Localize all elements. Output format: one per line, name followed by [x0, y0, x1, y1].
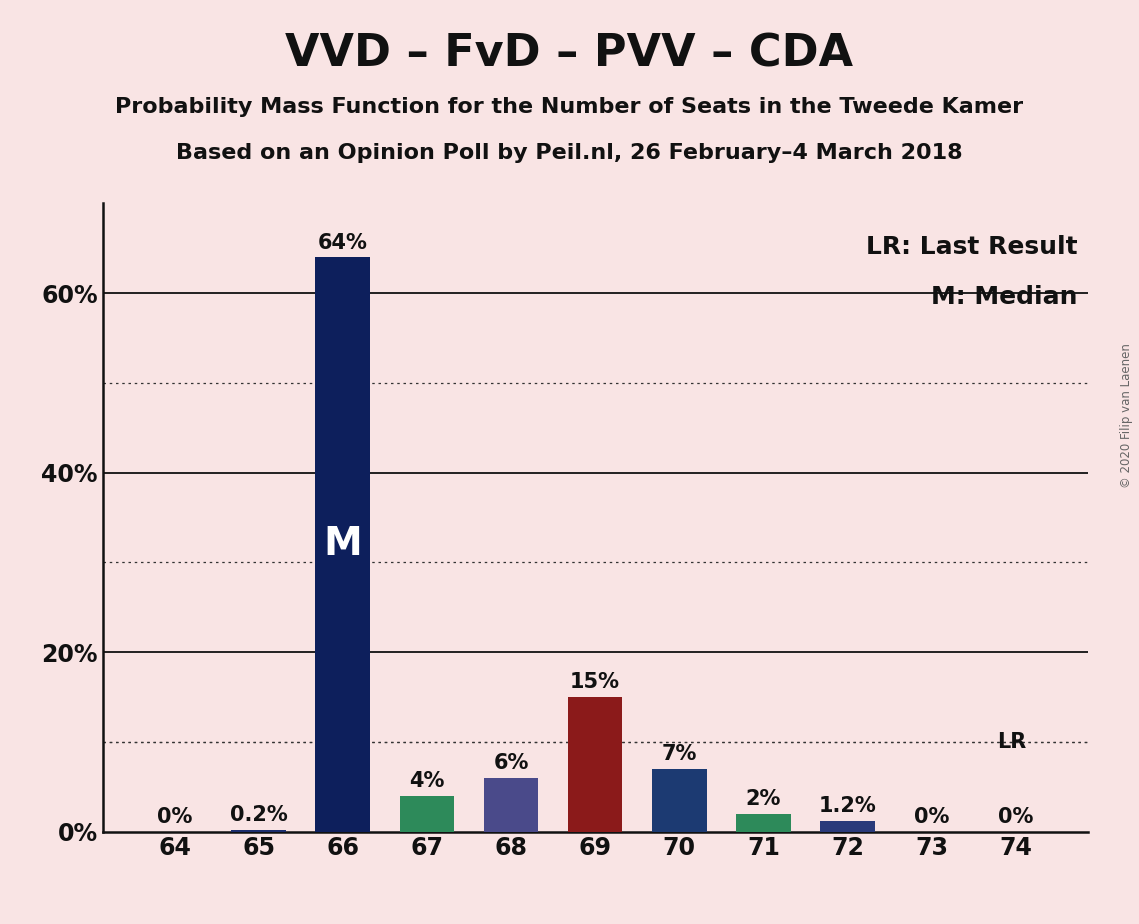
Bar: [652, 769, 706, 832]
Text: 2%: 2%: [746, 789, 781, 809]
Text: 6%: 6%: [493, 753, 528, 773]
Bar: [231, 830, 286, 832]
Text: 64%: 64%: [318, 233, 368, 252]
Text: 15%: 15%: [571, 673, 620, 692]
Text: 1.2%: 1.2%: [819, 796, 876, 816]
Bar: [736, 814, 790, 832]
Text: M: Median: M: Median: [932, 285, 1077, 309]
Text: 4%: 4%: [409, 772, 444, 791]
Bar: [568, 697, 622, 832]
Text: 7%: 7%: [662, 744, 697, 764]
Text: LR: Last Result: LR: Last Result: [867, 235, 1077, 259]
Bar: [316, 257, 370, 832]
Text: 0.2%: 0.2%: [230, 806, 288, 825]
Text: © 2020 Filip van Laenen: © 2020 Filip van Laenen: [1121, 344, 1133, 488]
Bar: [484, 778, 539, 832]
Text: Probability Mass Function for the Number of Seats in the Tweede Kamer: Probability Mass Function for the Number…: [115, 97, 1024, 117]
Text: M: M: [323, 526, 362, 564]
Text: 0%: 0%: [913, 807, 949, 827]
Text: Based on an Opinion Poll by Peil.nl, 26 February–4 March 2018: Based on an Opinion Poll by Peil.nl, 26 …: [177, 143, 962, 164]
Bar: [400, 796, 454, 832]
Text: 0%: 0%: [157, 807, 192, 827]
Text: LR: LR: [997, 732, 1026, 752]
Text: VVD – FvD – PVV – CDA: VVD – FvD – PVV – CDA: [286, 32, 853, 76]
Bar: [820, 821, 875, 832]
Text: 0%: 0%: [998, 807, 1033, 827]
